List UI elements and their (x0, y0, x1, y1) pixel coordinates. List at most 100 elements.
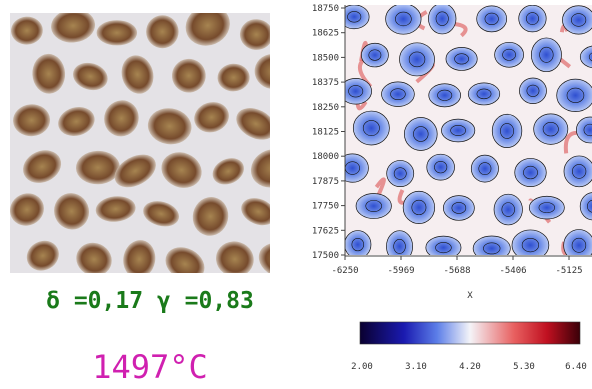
grain (76, 242, 112, 273)
micrograph (10, 13, 270, 273)
y-tick-label: 17500 (312, 251, 339, 261)
colorbar-tick-label: 6.40 (565, 362, 587, 372)
blue-domain (519, 77, 547, 104)
grain (258, 242, 270, 273)
blue-domain (556, 78, 592, 112)
blue-domain (494, 41, 524, 68)
contour (587, 199, 592, 213)
contour (542, 121, 559, 137)
blue-domain (441, 118, 476, 143)
contour (572, 164, 587, 179)
colorbar-tick-label: 2.00 (351, 362, 373, 372)
contour (393, 167, 407, 180)
blue-domain (442, 195, 475, 221)
contour-map (345, 5, 592, 255)
grain (13, 104, 51, 137)
contour (525, 12, 539, 25)
blue-domain (426, 153, 455, 181)
contour (413, 126, 429, 142)
y-tick-label: 18375 (312, 78, 339, 88)
grain (121, 55, 154, 94)
blue-domain (563, 155, 592, 188)
grain (32, 53, 66, 94)
grain (58, 107, 95, 136)
blue-domain (533, 113, 569, 145)
contour (538, 202, 556, 214)
grain (23, 150, 62, 183)
contour (502, 48, 516, 61)
blue-domain (530, 37, 562, 73)
contour (351, 237, 365, 252)
contour (483, 242, 501, 255)
blue-domain (345, 78, 372, 105)
blue-domain (361, 42, 389, 68)
contour (478, 162, 492, 175)
blue-domain (491, 113, 523, 149)
contour (588, 52, 592, 62)
colorbar-tick-label: 4.20 (459, 362, 481, 372)
parameters: δ =0,17 γ =0,83 (46, 288, 254, 314)
blue-domain (472, 235, 511, 255)
contour (476, 88, 492, 100)
grain (171, 58, 206, 93)
colorbar-tick-label: 5.30 (513, 362, 535, 372)
red-streak (453, 21, 468, 38)
contour (501, 202, 515, 217)
blue-domain (467, 82, 501, 106)
y-tick-label: 18125 (312, 128, 339, 138)
blue-domain (352, 110, 390, 146)
contour (500, 123, 515, 139)
grain (241, 198, 270, 226)
contour (435, 11, 449, 26)
blue-domain (579, 192, 592, 221)
grain (114, 154, 156, 188)
grain (194, 102, 229, 133)
grain (215, 241, 254, 273)
y-tick-label: 18250 (312, 103, 339, 113)
blue-domain (428, 5, 457, 35)
grain (143, 201, 180, 227)
contour (566, 87, 585, 103)
grain (104, 100, 139, 137)
grain (185, 13, 230, 46)
grain (212, 158, 244, 185)
x-tick-label: -6250 (331, 266, 358, 276)
contour (362, 120, 380, 136)
grain (161, 152, 202, 188)
contour (450, 125, 466, 136)
x-axis-label: X (467, 291, 473, 301)
colorbar-tick-label: 3.10 (405, 362, 427, 372)
contour (526, 84, 540, 97)
grain (95, 196, 136, 222)
blue-domain (518, 5, 547, 33)
blue-domain (425, 235, 462, 255)
contour (393, 239, 406, 254)
grain (96, 20, 138, 46)
blue-domain (528, 195, 565, 220)
contour (451, 202, 467, 214)
grain (51, 13, 96, 43)
grain (250, 149, 270, 188)
contour (521, 237, 540, 253)
grain (236, 108, 270, 140)
y-tick-label: 18750 (312, 4, 339, 14)
blue-domain (386, 230, 413, 255)
blue-domain (386, 160, 415, 188)
grain (54, 193, 90, 230)
grain (254, 54, 270, 89)
blue-domain (476, 5, 508, 33)
blue-domain (511, 229, 550, 255)
contour (571, 237, 587, 253)
blue-domain (355, 193, 392, 219)
grain (192, 197, 229, 236)
y-tick-label: 18625 (312, 29, 339, 39)
y-tick-label: 17750 (312, 202, 339, 212)
grain (147, 108, 192, 145)
contour (571, 13, 587, 27)
contour (411, 199, 427, 216)
grain (146, 15, 179, 49)
blue-domain (428, 83, 461, 108)
contour (539, 46, 554, 63)
